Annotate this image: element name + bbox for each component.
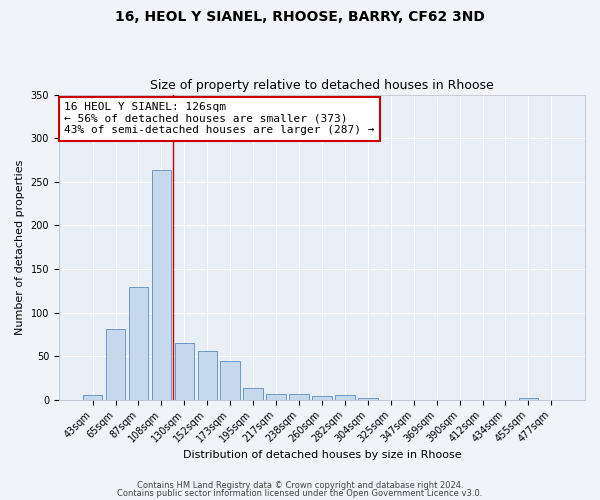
Bar <box>289 394 309 400</box>
X-axis label: Distribution of detached houses by size in Rhoose: Distribution of detached houses by size … <box>182 450 461 460</box>
Bar <box>197 351 217 400</box>
Bar <box>128 288 148 400</box>
Bar <box>312 396 332 400</box>
Bar <box>358 398 377 400</box>
Bar <box>106 329 125 400</box>
Text: Contains HM Land Registry data © Crown copyright and database right 2024.: Contains HM Land Registry data © Crown c… <box>137 481 463 490</box>
Bar <box>220 360 240 400</box>
Title: Size of property relative to detached houses in Rhoose: Size of property relative to detached ho… <box>150 79 494 92</box>
Bar <box>83 394 103 400</box>
Text: Contains public sector information licensed under the Open Government Licence v3: Contains public sector information licen… <box>118 488 482 498</box>
Bar <box>518 398 538 400</box>
Text: 16, HEOL Y SIANEL, RHOOSE, BARRY, CF62 3ND: 16, HEOL Y SIANEL, RHOOSE, BARRY, CF62 3… <box>115 10 485 24</box>
Bar <box>175 343 194 400</box>
Bar <box>335 396 355 400</box>
Bar <box>152 170 171 400</box>
Bar <box>266 394 286 400</box>
Text: 16 HEOL Y SIANEL: 126sqm
← 56% of detached houses are smaller (373)
43% of semi-: 16 HEOL Y SIANEL: 126sqm ← 56% of detach… <box>64 102 374 136</box>
Y-axis label: Number of detached properties: Number of detached properties <box>15 160 25 335</box>
Bar <box>244 388 263 400</box>
